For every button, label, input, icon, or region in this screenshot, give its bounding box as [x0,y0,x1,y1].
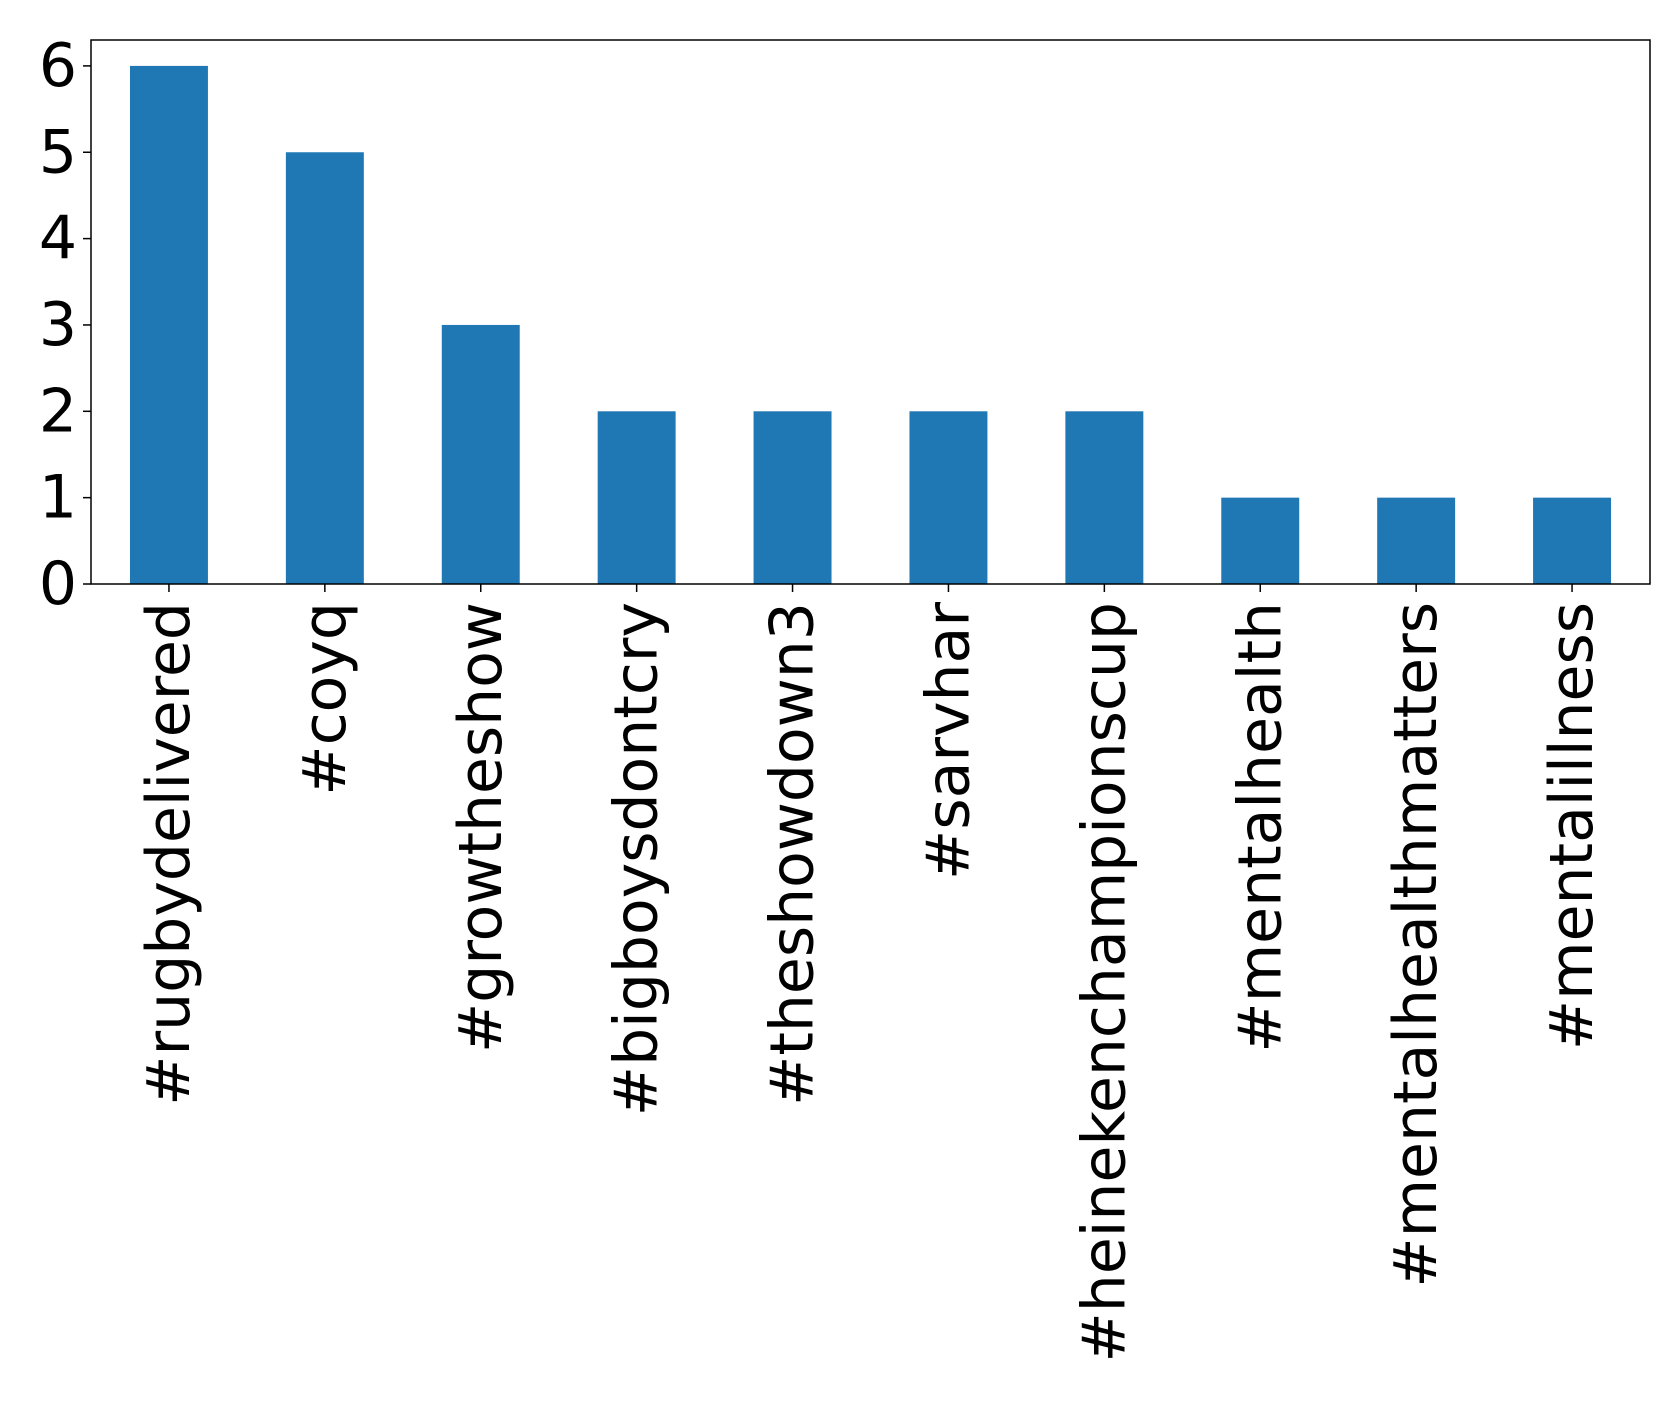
bar [753,411,832,584]
bar [441,324,520,584]
y-axis: 0 1 2 3 4 5 6 [39,31,91,619]
bar [597,411,676,584]
x-tick-label: #bigboysdontcry [602,602,672,1116]
plot-frame [90,39,1651,585]
y-tick-label: 5 [39,117,77,187]
x-tick-label: #rugbydelivered [134,602,204,1106]
x-tick-label: #sarvhar [913,602,983,880]
y-tick-label: 3 [39,290,77,360]
bar [1377,497,1456,584]
y-tick-label: 4 [39,204,77,274]
x-tick-label: #mentalhealthmatters [1381,602,1451,1288]
x-tick-label: #coyq [290,602,360,796]
x-tick-label: #mentalhealth [1225,602,1295,1053]
y-tick-label: 6 [39,31,77,101]
bar [1533,497,1612,584]
bar [285,152,364,584]
bars-group [129,65,1612,584]
x-tick-label: #mentalillness [1537,602,1607,1050]
bar [1065,411,1144,584]
x-tick-label: #growtheshow [446,602,516,1053]
bar [1221,497,1300,584]
y-tick-label: 0 [39,549,77,619]
bar [909,411,988,584]
y-tick-label: 2 [39,376,77,446]
x-axis: #rugbydelivered #coyq #growtheshow #bigboys… [134,584,1607,1362]
y-tick-label: 1 [39,463,77,533]
x-tick-label: #theshowdown3 [758,602,828,1106]
x-tick-label: #heinekenchampionscup [1069,602,1139,1362]
bar [129,65,208,584]
